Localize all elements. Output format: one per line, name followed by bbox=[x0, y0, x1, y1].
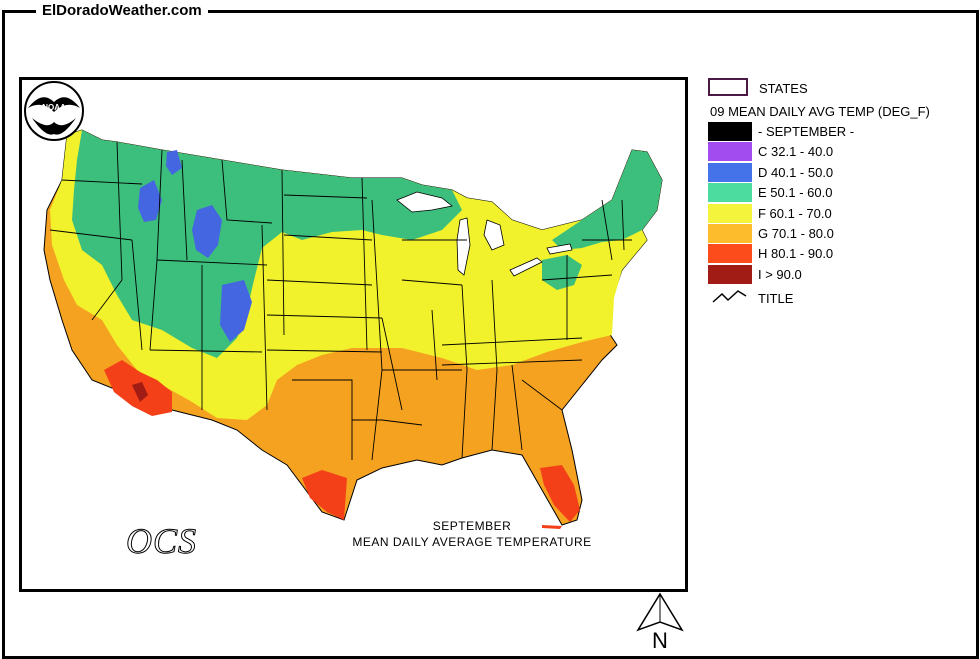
lake-huron bbox=[483, 219, 505, 251]
zone-h-80-90-florida bbox=[540, 465, 580, 522]
polyline-icon bbox=[712, 290, 747, 303]
state-boundaries bbox=[49, 141, 632, 461]
legend-row[interactable]: C 32.1 - 40.0 bbox=[708, 141, 973, 162]
legend-row-label: - SEPTEMBER - bbox=[758, 124, 855, 139]
legend-row-label: C 32.1 - 40.0 bbox=[758, 144, 834, 160]
legend-row-label: E 50.1 - 60.0 bbox=[758, 185, 833, 201]
zone-h-80-90-texas bbox=[302, 470, 347, 520]
zone-i-over-90 bbox=[132, 382, 148, 402]
legend-row-label: H 80.1 - 90.0 bbox=[758, 246, 834, 262]
legend-title: 09 MEAN DAILY AVG TEMP (DEG_F) bbox=[710, 104, 930, 119]
lake-superior bbox=[396, 191, 453, 213]
legend-swatch bbox=[708, 122, 752, 141]
legend-row-label: G 70.1 - 80.0 bbox=[758, 225, 834, 241]
legend-row[interactable]: F 60.1 - 70.0 bbox=[708, 203, 973, 223]
legend-row[interactable]: H 80.1 - 90.0 bbox=[708, 243, 973, 264]
map-legend: STATES 09 MEAN DAILY AVG TEMP (DEG_F) - … bbox=[708, 78, 973, 308]
legend-swatch bbox=[708, 264, 752, 284]
legend-swatch bbox=[708, 223, 752, 243]
legend-title-line-row[interactable]: TITLE bbox=[708, 286, 973, 308]
legend-swatch bbox=[708, 203, 752, 223]
florida-keys bbox=[542, 525, 562, 529]
us-temperature-map bbox=[43, 129, 663, 529]
legend-states-label: STATES bbox=[759, 81, 808, 96]
zone-d-40-50-idaho bbox=[138, 180, 162, 222]
zone-e-50-60-northeast bbox=[552, 150, 662, 250]
legend-row[interactable]: E 50.1 - 60.0 bbox=[708, 182, 973, 203]
legend-row-label: F 60.1 - 70.0 bbox=[758, 205, 832, 221]
ocs-logo-text: OCS bbox=[125, 521, 198, 562]
states-outline-swatch bbox=[708, 78, 748, 96]
zone-d-40-50-glacier bbox=[166, 150, 182, 175]
caption-subject: MEAN DAILY AVERAGE TEMPERATURE bbox=[352, 535, 592, 549]
legend-rows: - SEPTEMBER - C 32.1 - 40.0 D 40.1 - 50.0 E… bbox=[708, 121, 973, 284]
lake-ontario bbox=[546, 243, 573, 255]
legend-row[interactable]: G 70.1 - 80.0 bbox=[708, 223, 973, 243]
legend-row-label: I > 90.0 bbox=[758, 266, 802, 282]
legend-row[interactable]: D 40.1 - 50.0 bbox=[708, 162, 973, 182]
north-arrow-icon: N bbox=[636, 592, 684, 652]
legend-swatch bbox=[708, 142, 752, 162]
legend-swatch bbox=[708, 162, 752, 182]
map-panel: NOAA OCS SEPTEMBER MEAN DAILY AVERAGE TE… bbox=[19, 77, 688, 592]
zone-d-40-50-colorado bbox=[220, 280, 252, 342]
legend-swatch bbox=[708, 183, 752, 203]
zone-e-50-60-north bbox=[72, 130, 462, 358]
legend-states-row[interactable]: STATES bbox=[708, 78, 973, 100]
legend-swatch bbox=[708, 244, 752, 264]
caption-month: SEPTEMBER bbox=[432, 519, 512, 533]
zone-e-50-60-appalachian bbox=[542, 255, 582, 290]
site-label[interactable]: ElDoradoWeather.com bbox=[36, 2, 208, 19]
legend-row[interactable]: I > 90.0 bbox=[708, 264, 973, 284]
legend-row-label: D 40.1 - 50.0 bbox=[758, 164, 834, 180]
outer-frame bbox=[2, 10, 979, 659]
noaa-logo-text: NOAA bbox=[42, 103, 66, 112]
legend-title-line-label: TITLE bbox=[758, 291, 794, 307]
north-label: N bbox=[652, 628, 668, 652]
map-caption: SEPTEMBER MEAN DAILY AVERAGE TEMPERATURE bbox=[322, 518, 622, 550]
lake-erie bbox=[509, 257, 543, 277]
zone-d-40-50-wyoming bbox=[192, 205, 222, 258]
legend-row[interactable]: - SEPTEMBER - bbox=[708, 121, 973, 141]
noaa-logo: NOAA bbox=[24, 81, 84, 141]
